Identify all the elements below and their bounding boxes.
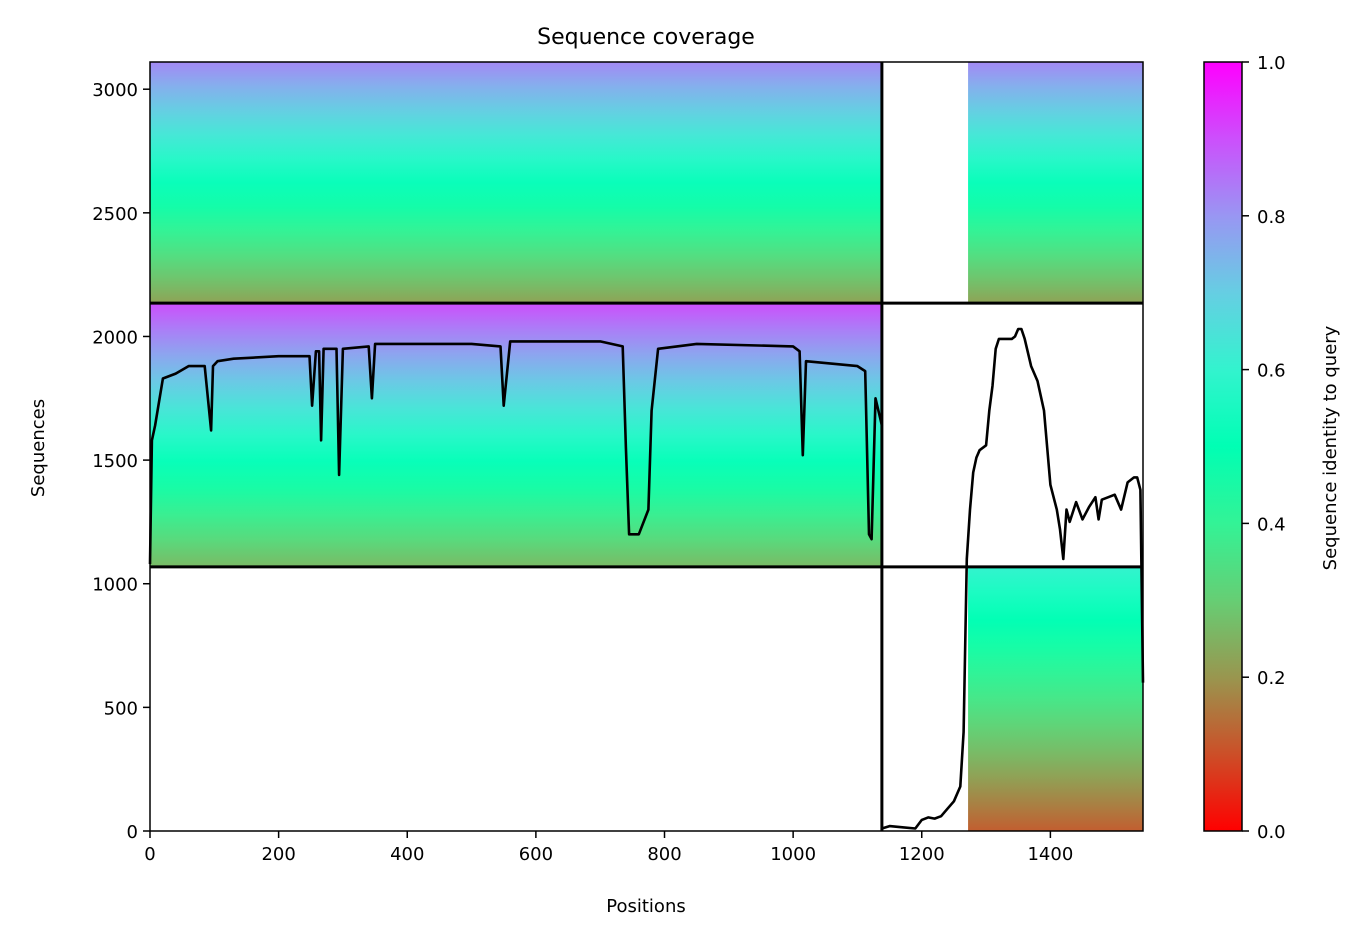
coverage-lines xyxy=(148,327,1145,830)
y-tick-label: 3000 xyxy=(92,80,138,101)
colorbar-tick-label: 0.2 xyxy=(1257,668,1286,689)
x-tick-label: 400 xyxy=(390,844,424,865)
axes: 0 200 400 600 800 1000 1200 1400 0 500 1000 1500 200… xyxy=(92,61,1144,865)
x-tick-label: 1000 xyxy=(770,844,816,865)
chart-title: Sequence coverage xyxy=(537,25,755,50)
y-tick-label: 500 xyxy=(104,698,138,719)
x-tick-label: 600 xyxy=(519,844,553,865)
x-tick-label: 800 xyxy=(647,844,681,865)
colorbar-label: Sequence identity to query xyxy=(1320,325,1341,570)
x-tick-label: 200 xyxy=(261,844,295,865)
coverage-line-1 xyxy=(881,327,1145,830)
x-axis-label: Positions xyxy=(606,896,685,917)
coverage-line-0 xyxy=(148,340,884,565)
y-axis-label: Sequences xyxy=(28,399,49,497)
y-tick-label: 1000 xyxy=(92,575,138,596)
y-tick-label: 0 xyxy=(127,822,138,843)
x-tick-label: 1400 xyxy=(1027,844,1073,865)
heatmap-block-2 xyxy=(150,303,882,567)
colorbar-tick-label: 0.0 xyxy=(1257,822,1286,843)
plot-frame xyxy=(149,61,1144,832)
colorbar-tick-label: 0.4 xyxy=(1257,514,1286,535)
heatmap-layer xyxy=(150,62,1143,831)
y-tick-label: 2000 xyxy=(92,327,138,348)
block-frames xyxy=(150,62,1143,831)
heatmap-block-5 xyxy=(968,566,1143,831)
colorbar-tick-label: 0.8 xyxy=(1257,207,1286,228)
colorbar-gradient xyxy=(1203,61,1243,832)
y-tick-label: 2500 xyxy=(92,204,138,225)
colorbar-tick-label: 1.0 xyxy=(1257,53,1286,74)
x-tick-label: 1200 xyxy=(899,844,945,865)
heatmap-block-0 xyxy=(150,62,882,304)
colorbar-tick-label: 0.6 xyxy=(1257,361,1286,382)
x-tick-label: 0 xyxy=(144,844,155,865)
colorbar: 0.0 0.2 0.4 0.6 0.8 1.0 xyxy=(1203,53,1286,843)
y-tick-label: 1500 xyxy=(92,451,138,472)
heatmap-block-1 xyxy=(968,62,1143,304)
